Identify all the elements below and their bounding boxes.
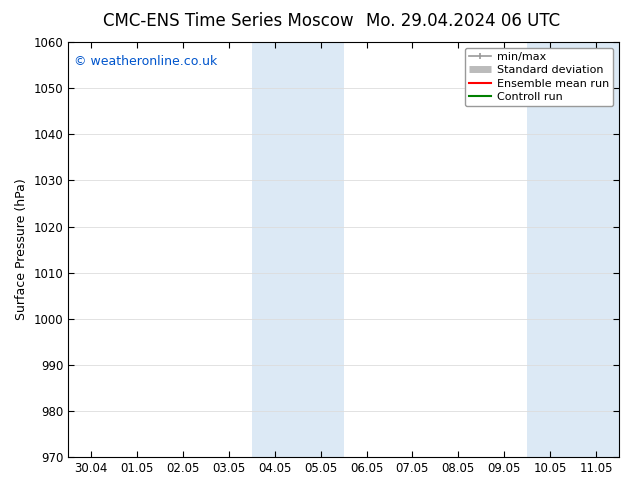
Legend: min/max, Standard deviation, Ensemble mean run, Controll run: min/max, Standard deviation, Ensemble me… [465,48,614,106]
Bar [527,42,619,457]
Text: CMC-ENS Time Series Moscow: CMC-ENS Time Series Moscow [103,12,354,30]
Text: Mo. 29.04.2024 06 UTC: Mo. 29.04.2024 06 UTC [366,12,560,30]
Y-axis label: Surface Pressure (hPa): Surface Pressure (hPa) [15,179,28,320]
Bar [252,42,344,457]
Text: © weatheronline.co.uk: © weatheronline.co.uk [74,54,217,68]
